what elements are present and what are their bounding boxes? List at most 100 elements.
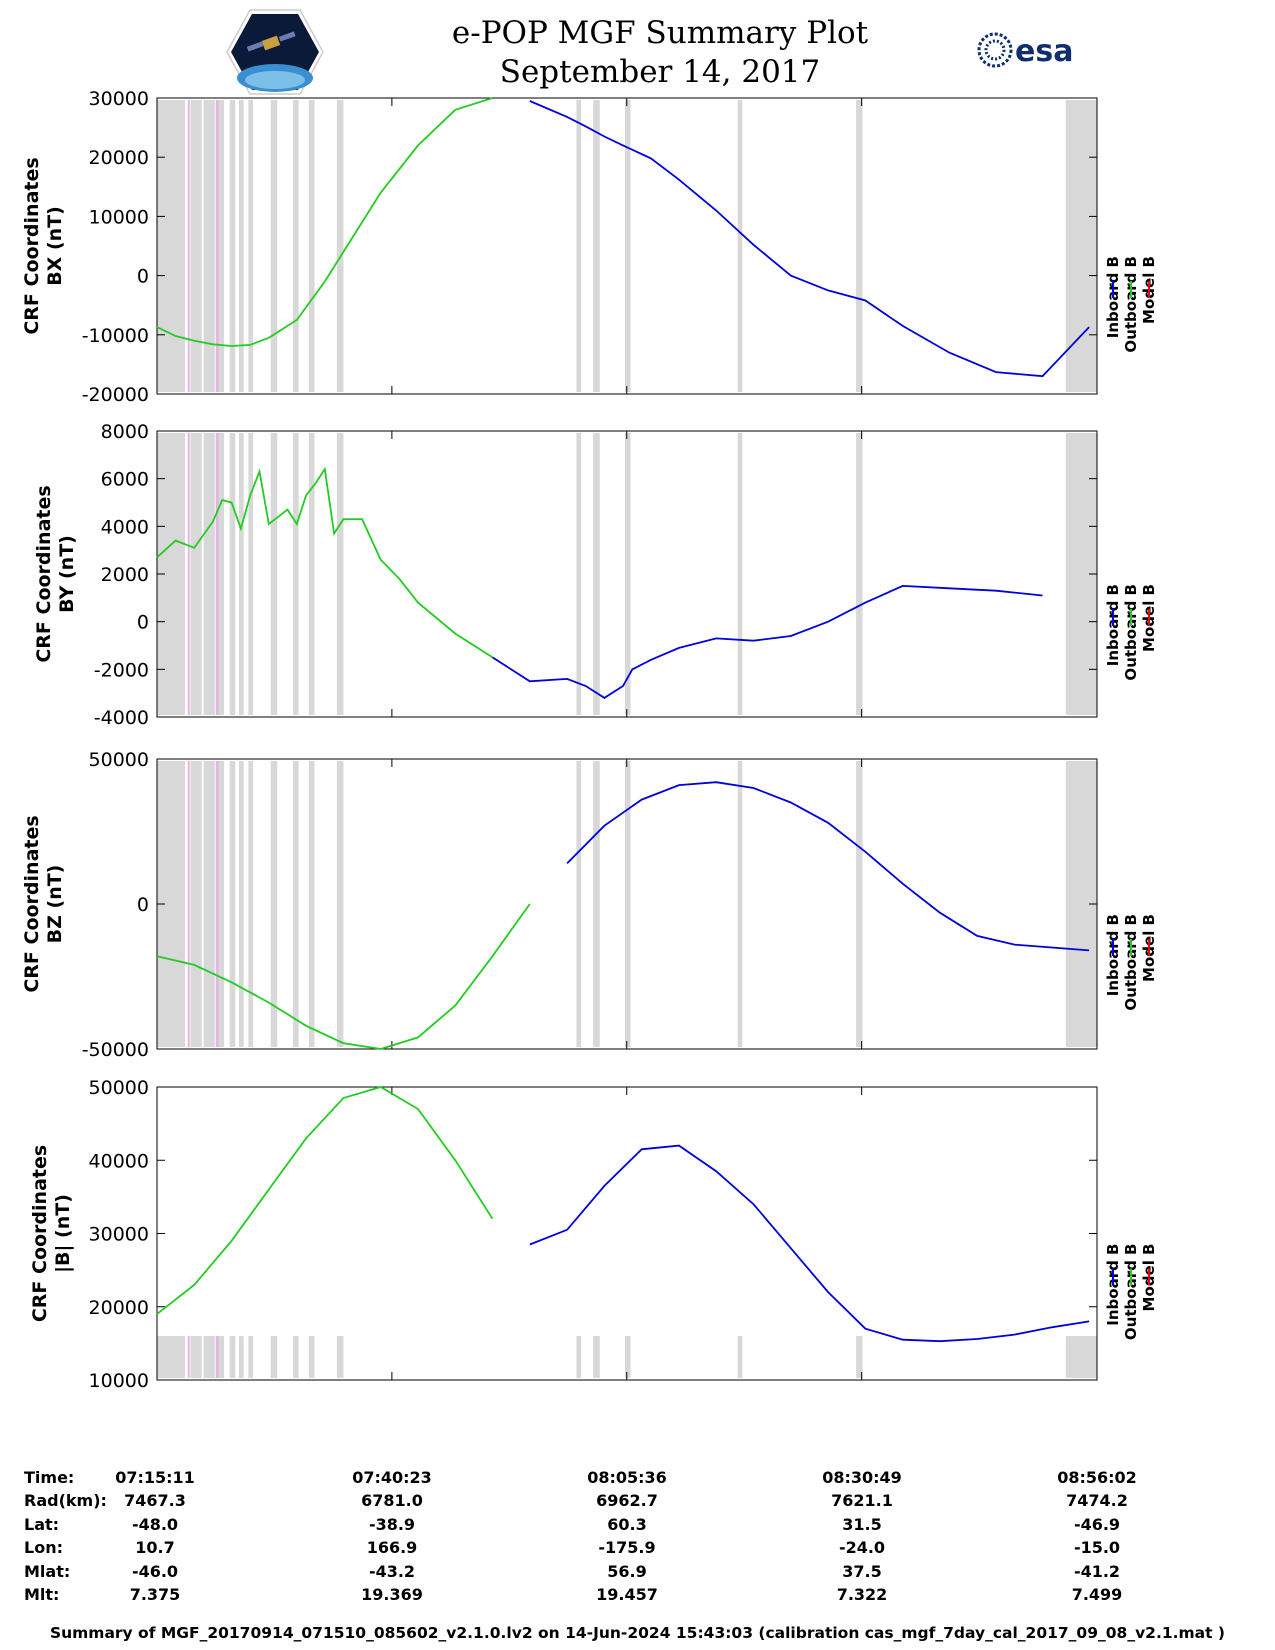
data-gap-band-pink	[187, 761, 190, 1047]
y-tick-label: 40000	[89, 1150, 149, 1172]
info-row-value: -43.2	[368, 1561, 416, 1581]
y-tick-label: 6000	[101, 469, 149, 491]
y-tick-label: 10000	[89, 206, 149, 228]
info-row-value: -46.0	[131, 1561, 179, 1581]
data-gap-band	[270, 761, 278, 1047]
data-gap-band	[737, 761, 743, 1047]
data-gap-band	[856, 100, 863, 392]
y-axis-label: CRF CoordinatesBZ (nT)	[21, 815, 66, 992]
data-gap-band	[593, 761, 600, 1047]
info-row-value: 7467.3	[124, 1491, 186, 1511]
data-gap-band	[576, 761, 582, 1047]
info-row-value: 08:56:02	[1057, 1468, 1137, 1487]
data-gap-band	[248, 761, 254, 1047]
y-tick-label: -2000	[94, 659, 149, 681]
y-tick-label: 2000	[101, 564, 149, 586]
data-gap-band	[336, 100, 344, 392]
data-gap-band	[593, 433, 600, 715]
panel-1: -20000 -10000 0 10000 20000 30000 CRF Coordina…	[21, 88, 1158, 406]
data-gap-band	[856, 761, 863, 1047]
data-gap-band	[190, 433, 202, 715]
data-gap-band	[217, 761, 225, 1047]
legend-label: Outboard B	[1122, 584, 1140, 681]
data-gap-band	[203, 761, 215, 1047]
data-gap-band	[203, 100, 215, 392]
info-row-value: 08:30:49	[822, 1468, 902, 1487]
data-gap-band	[157, 100, 185, 392]
y-tick-label: 10000	[89, 1370, 149, 1392]
y-tick-label: 0	[137, 894, 149, 916]
data-gap-band	[308, 1336, 315, 1378]
data-gap-band	[229, 100, 236, 392]
y-tick-label: 4000	[101, 516, 149, 538]
info-row-value: -38.9	[368, 1514, 416, 1534]
series-line-outboard-b	[156, 903, 531, 1050]
y-tick-label: 30000	[89, 88, 149, 110]
info-row-value: -46.9	[1073, 1514, 1121, 1534]
data-gap-band	[737, 433, 743, 715]
data-gap-band	[293, 761, 299, 1047]
series-line-outboard-b	[156, 466, 493, 659]
y-tick-label: 0	[137, 266, 149, 288]
data-gap-band	[239, 100, 244, 392]
data-gap-band	[270, 433, 278, 715]
y-axis-label-line: CRF Coordinates	[33, 485, 55, 662]
data-gap-band	[576, 433, 582, 715]
legend-label: Outboard B	[1122, 1244, 1140, 1341]
series-line-outboard-b	[156, 97, 493, 347]
y-axis-label: CRF CoordinatesBX (nT)	[21, 157, 66, 334]
info-row-value: 56.9	[607, 1561, 647, 1581]
info-row-value: 07:15:11	[115, 1468, 195, 1487]
y-axis-label: CRF CoordinatesBY (nT)	[33, 485, 78, 662]
data-gap-band-pink	[215, 100, 219, 392]
data-gap-band	[157, 1336, 185, 1378]
data-gap-band	[270, 100, 278, 392]
info-row-value: 19.369	[361, 1585, 423, 1604]
data-gap-band-pink	[187, 433, 190, 715]
info-row-value: -15.0	[1073, 1538, 1121, 1558]
data-gap-band	[1065, 100, 1097, 392]
data-gap-band	[336, 761, 344, 1047]
panel-2: -4000 -2000 0 2000 4000 6000 8000 CRF Coordinat…	[33, 421, 1158, 729]
info-row-value: -175.9	[598, 1538, 656, 1558]
data-gap-band	[593, 1336, 600, 1378]
data-gap-band	[624, 433, 631, 715]
data-gap-band	[270, 1336, 278, 1378]
plot-date: September 14, 2017	[499, 54, 821, 90]
data-gap-band-pink	[215, 1336, 219, 1378]
y-tick-label: -10000	[82, 325, 149, 347]
data-gap-band	[593, 100, 600, 392]
orbit-info-table: Time: 07:15:11 07:40:23 08:05:36 08:30:49 08:…	[0, 1468, 1275, 1628]
y-tick-label: 0	[137, 612, 149, 634]
series-line-outboard-b	[156, 1086, 494, 1315]
esa-logo-text: esa	[1015, 34, 1073, 69]
y-axis-label-line: CRF Coordinates	[29, 1145, 51, 1322]
info-row-value: 10.7	[135, 1538, 175, 1558]
data-gap-band-pink	[187, 1336, 190, 1378]
y-tick-label: 8000	[101, 421, 149, 443]
data-gap-band	[293, 1336, 299, 1378]
info-row-value: 7474.2	[1066, 1491, 1128, 1511]
data-gap-band	[239, 433, 244, 715]
info-row-value: 07:40:23	[352, 1468, 432, 1487]
series-line-inboard-b	[566, 781, 1090, 952]
data-gap-band-pink	[215, 761, 219, 1047]
series-line-inboard-b	[529, 100, 1090, 378]
panel-4: 10000 20000 30000 40000 50000 CRF Coordinates…	[29, 1077, 1158, 1392]
info-row-value: 7.499	[1071, 1585, 1123, 1604]
info-row-value: 166.9	[366, 1538, 418, 1558]
info-row-value: 7.375	[129, 1585, 181, 1604]
y-tick-label: 20000	[89, 147, 149, 169]
info-row-value: 19.457	[596, 1585, 658, 1604]
info-row-value: 60.3	[607, 1514, 647, 1534]
info-row-label: Lon:	[24, 1538, 63, 1558]
data-gap-band	[248, 1336, 254, 1378]
data-gap-band	[203, 1336, 215, 1378]
y-axis-label-line: CRF Coordinates	[21, 157, 43, 334]
info-row-label: Lat:	[24, 1514, 60, 1534]
y-axis-label-line: |B| (nT)	[52, 1194, 74, 1273]
info-row-value: 6962.7	[596, 1491, 658, 1511]
y-tick-label: 50000	[89, 1077, 149, 1099]
info-row-label: Mlt:	[24, 1585, 60, 1604]
